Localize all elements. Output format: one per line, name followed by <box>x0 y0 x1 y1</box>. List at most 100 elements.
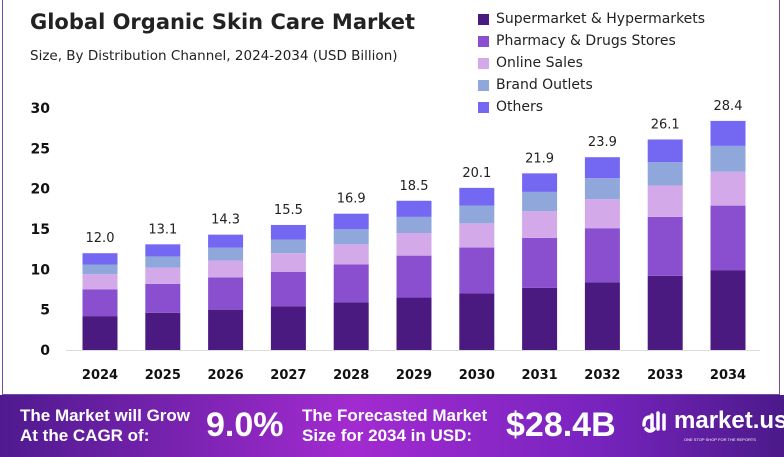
bar-total-label: 12.0 <box>86 231 115 246</box>
legend-swatch <box>478 57 489 69</box>
bar-segment <box>208 309 244 350</box>
bar-segment <box>208 247 244 261</box>
bar-segment <box>333 302 369 350</box>
logo-text: market.us <box>674 407 784 434</box>
chart-subtitle: Size, By Distribution Channel, 2024-2034… <box>30 48 398 64</box>
y-tick-label: 25 <box>31 141 50 157</box>
x-tick-label: 2031 <box>522 368 558 383</box>
x-tick-label: 2027 <box>270 368 306 383</box>
bar-segment <box>584 178 620 200</box>
cagr-value: 9.0% <box>206 406 284 444</box>
bar-segment <box>647 216 683 276</box>
bar-segment <box>710 120 746 146</box>
legend-label: Pharmacy & Drugs Stores <box>496 33 676 49</box>
bar-segment <box>710 171 746 206</box>
legend-label: Others <box>496 99 544 115</box>
x-tick-label: 2029 <box>396 368 432 383</box>
legend-swatch <box>478 79 489 91</box>
bar-segment <box>710 270 746 350</box>
bar-segment <box>584 228 620 283</box>
bar-total-label: 26.1 <box>651 117 680 132</box>
legend-label: Online Sales <box>496 55 583 71</box>
bar-total-label: 23.9 <box>588 135 617 150</box>
x-tick-label: 2030 <box>459 368 495 383</box>
bar-segment <box>145 283 181 313</box>
bar-segment <box>396 200 432 217</box>
bar-segment <box>270 271 306 307</box>
bar-segment <box>647 162 683 186</box>
bar-total-label: 28.4 <box>714 99 743 114</box>
bar-segment <box>647 185 683 217</box>
bar-segment <box>710 145 746 172</box>
bar-segment <box>584 282 620 350</box>
bar-segment <box>459 187 495 206</box>
bar-segment <box>459 247 495 294</box>
bar-segment <box>396 233 432 256</box>
x-tick-label: 2025 <box>145 368 181 383</box>
bar-segment <box>396 216 432 234</box>
x-tick-label: 2026 <box>208 368 244 383</box>
bar-total-label: 16.9 <box>337 192 366 207</box>
x-tick-label: 2032 <box>584 368 620 383</box>
bar-segment <box>522 287 558 350</box>
bar-segment <box>145 244 181 257</box>
bar-segment <box>396 255 432 298</box>
bar-segment <box>208 260 244 278</box>
bar-segment <box>270 239 306 254</box>
forecast-label: The Forecasted Market Size for 2034 in US… <box>302 406 487 446</box>
cagr-label-line1: The Market will Grow <box>20 406 191 425</box>
bar-segment <box>522 173 558 192</box>
bar-total-label: 15.5 <box>274 203 303 218</box>
y-tick-label: 15 <box>31 222 50 238</box>
bar-segment <box>333 213 369 229</box>
legend-item: Brand Outlets <box>478 74 705 96</box>
bar-total-label: 20.1 <box>462 166 491 181</box>
forecast-label-line1: The Forecasted Market <box>302 406 488 425</box>
y-tick-label: 5 <box>40 303 50 319</box>
y-tick-label: 20 <box>31 182 51 198</box>
logo-tagline: ONE STOP SHOP FOR THE REPORTS <box>684 437 756 442</box>
legend: Supermarket & Hypermarkets Pharmacy & Dru… <box>478 8 705 118</box>
bar-segment <box>647 139 683 163</box>
bar-segment <box>333 244 369 265</box>
legend-item: Others <box>478 96 705 118</box>
bar-total-label: 13.1 <box>148 222 177 237</box>
bar-segment <box>270 306 306 350</box>
legend-item: Supermarket & Hypermarkets <box>478 8 705 30</box>
bar-segment <box>82 264 118 275</box>
legend-label: Brand Outlets <box>496 77 593 93</box>
bar-segment <box>522 237 558 288</box>
x-tick-label: 2034 <box>710 368 746 383</box>
chart-title: Global Organic Skin Care Market <box>30 10 416 34</box>
bar-segment <box>82 253 118 265</box>
y-tick-label: 0 <box>40 343 50 359</box>
legend-label: Supermarket & Hypermarkets <box>496 11 706 27</box>
legend-item: Pharmacy & Drugs Stores <box>478 30 705 52</box>
chart-frame <box>2 0 780 395</box>
bar-segment <box>710 205 746 271</box>
bar-total-label: 21.9 <box>525 151 554 166</box>
bar-segment <box>459 223 495 248</box>
bar-segment <box>647 275 683 350</box>
market-us-logo: market.us ONE STOP SHOP FOR THE REPORTS <box>640 407 784 442</box>
bar-segment <box>145 267 181 284</box>
bar-segment <box>584 157 620 179</box>
bar-segment <box>82 289 118 317</box>
legend-swatch <box>478 13 489 25</box>
forecast-label-line2: Size for 2034 in USD: <box>302 426 473 445</box>
y-tick-label: 30 <box>31 101 51 117</box>
bar-segment <box>459 293 495 350</box>
bar-chart: 05101520253012.0202413.1202514.3202615.5… <box>31 99 760 383</box>
forecast-value: $28.4B <box>506 406 616 444</box>
bar-segment <box>333 264 369 303</box>
legend-swatch <box>478 101 489 113</box>
x-tick-label: 2024 <box>82 368 118 383</box>
bar-segment <box>522 191 558 212</box>
cagr-label: The Market will Grow At the CAGR of: <box>20 406 190 446</box>
logo-icon <box>642 411 666 433</box>
bar-segment <box>208 234 244 248</box>
bar-segment <box>208 277 244 310</box>
y-tick-label: 10 <box>31 262 51 278</box>
legend-item: Online Sales <box>478 52 705 74</box>
bar-segment <box>82 274 118 290</box>
